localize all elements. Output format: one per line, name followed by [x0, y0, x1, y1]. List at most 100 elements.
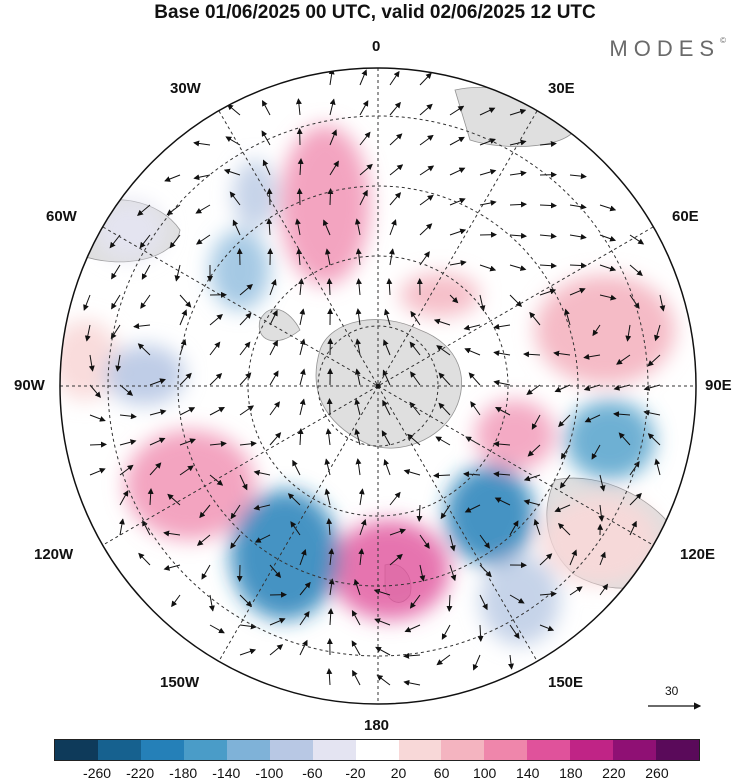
wind-vector [209, 341, 221, 356]
wind-vector [84, 324, 91, 342]
wind-vector [468, 372, 481, 386]
wind-vector [230, 504, 241, 520]
wind-vector [208, 594, 215, 612]
wind-vector [539, 233, 557, 240]
wind-vector [269, 370, 279, 386]
positive-anomaly [125, 430, 255, 540]
wind-vector [119, 490, 129, 506]
wind-vector [389, 164, 404, 176]
wind-vector [509, 594, 525, 604]
wind-vector [599, 474, 606, 492]
wind-vector [383, 458, 391, 476]
wind-vector [354, 398, 361, 416]
wind-vector [209, 407, 225, 416]
wind-vector [509, 294, 523, 308]
wind-vector [326, 518, 333, 536]
wind-vector [328, 578, 335, 596]
wind-vector [435, 436, 451, 446]
wind-vector [179, 372, 192, 386]
wind-vector [629, 520, 637, 536]
wind-vector [383, 339, 391, 356]
colorbar-tick-label: 60 [433, 765, 450, 781]
wind-vector [613, 411, 631, 418]
wind-vector [353, 578, 361, 596]
colorbar-tick-label: 220 [602, 765, 626, 781]
wind-vector [625, 324, 632, 342]
wind-vector [403, 679, 421, 686]
wind-vector [569, 287, 586, 296]
wind-vector [298, 278, 305, 296]
wind-vector [419, 72, 432, 86]
wind-vector [419, 194, 434, 206]
wind-vector [383, 308, 391, 326]
wind-vector [449, 260, 467, 266]
wind-vector [433, 472, 451, 479]
wind-vector [647, 433, 661, 446]
wind-vector [119, 439, 137, 446]
wind-vector [359, 100, 369, 116]
colorbar-segment [398, 740, 442, 760]
wind-vector [416, 504, 423, 522]
wind-vector [509, 624, 520, 640]
wind-vector [629, 460, 640, 476]
wind-vector [358, 488, 365, 506]
wind-vector [654, 324, 661, 342]
wind-vector [509, 232, 527, 239]
wind-vector [329, 160, 339, 176]
wind-vector [508, 654, 514, 670]
wind-vector [227, 104, 241, 116]
wind-vector [296, 188, 303, 206]
wind-vector [479, 534, 490, 549]
colorbar-tick-label: -20 [345, 765, 366, 781]
wind-vector [389, 219, 397, 236]
wind-vector [139, 234, 151, 249]
wind-vector [137, 343, 151, 356]
wind-vector [375, 646, 391, 656]
wind-vector [209, 440, 227, 447]
wind-vector [403, 652, 421, 659]
wind-vector [89, 384, 101, 398]
wind-vector [239, 623, 257, 630]
colorbar-tick-label: 140 [516, 765, 540, 781]
wind-vector [493, 323, 511, 330]
wind-vector [438, 372, 451, 386]
wind-vector [629, 234, 645, 245]
negative-anomaly [565, 400, 655, 480]
wind-vector [464, 347, 481, 356]
wind-vector [297, 158, 304, 176]
wind-vector [591, 444, 601, 460]
wind-vector [328, 548, 335, 566]
wind-vector [299, 610, 310, 626]
colorbar-segment [97, 740, 141, 760]
wind-vector [354, 218, 361, 236]
wind-vector [449, 564, 457, 582]
negative-anomaly [210, 230, 270, 310]
colorbar-tick-label: -260 [83, 765, 112, 781]
wind-vector [419, 134, 434, 146]
wind-vector [149, 437, 166, 446]
wind-vector [232, 219, 241, 236]
wind-vector [389, 70, 400, 86]
wind-vector [355, 308, 362, 326]
wind-vector [89, 414, 106, 422]
lon-label-0: 0 [372, 38, 381, 55]
wind-vector [419, 223, 433, 236]
wind-vector [613, 384, 631, 391]
wind-vector [287, 493, 301, 506]
colorbar-tick-label: 100 [472, 765, 497, 781]
colorbar-segment [613, 740, 657, 760]
wind-vector [294, 218, 301, 236]
wind-vector [88, 354, 95, 372]
wind-vector [262, 159, 271, 176]
wind-vector [147, 488, 154, 506]
colorbar-tick-label: 180 [559, 765, 583, 781]
wind-vector [599, 264, 617, 272]
wind-vector [449, 228, 467, 236]
colorbar-tick-label: -140 [212, 765, 241, 781]
wind-vector [355, 278, 362, 296]
wind-vector [449, 534, 456, 552]
wind-vector [201, 564, 211, 580]
wind-vector [599, 294, 617, 301]
wind-vector [239, 648, 257, 656]
wind-vector [569, 586, 583, 596]
